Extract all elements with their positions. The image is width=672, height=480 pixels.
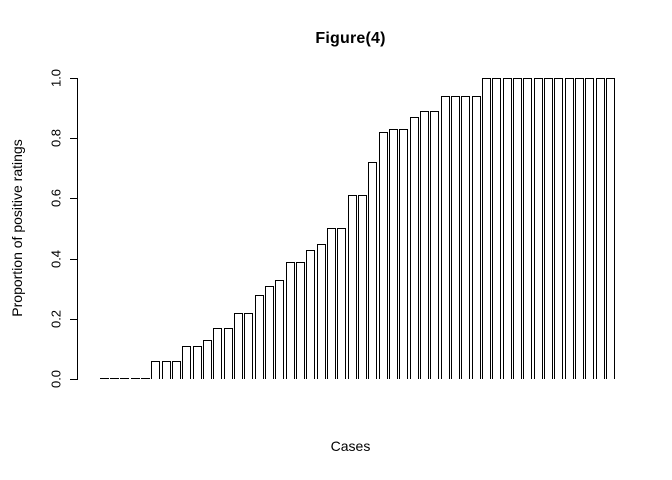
bar [410,117,419,379]
bar [151,361,160,379]
bar [275,280,284,379]
bar [554,78,563,379]
y-axis-line [77,78,78,380]
bar [379,132,388,379]
y-tick-label: 1.0 [48,68,64,88]
bar [358,195,367,379]
bar [193,346,202,379]
bar-zero-height [131,378,140,379]
bar [389,129,398,379]
y-tick-label: 0.8 [48,128,64,148]
bar [399,129,408,379]
bar [606,78,615,379]
bar [182,346,191,379]
bar [348,195,357,379]
bar [472,96,481,379]
bar [172,361,181,379]
bar [544,78,553,379]
bar [596,78,605,379]
bar [203,340,212,379]
bar [441,96,450,379]
bar-zero-height [141,378,150,379]
y-tick-label: 0.4 [48,249,64,269]
y-axis-label: Proportion of positive ratings [9,139,25,317]
bar [575,78,584,379]
bar [451,96,460,379]
bar [213,328,222,379]
bar [534,78,543,379]
bar [461,96,470,379]
bar [244,313,253,379]
bar [482,78,491,379]
bar [306,250,315,379]
bar-zero-height [110,378,119,379]
bar [492,78,501,379]
bar [513,78,522,379]
bar-zero-height [120,378,129,379]
y-tick-mark [70,319,77,320]
bar [368,162,377,379]
y-tick-label: 0.2 [48,309,64,329]
bar [503,78,512,379]
bar [255,295,264,379]
bar [523,78,532,379]
bar [420,111,429,379]
y-tick-mark [70,259,77,260]
bar [234,313,243,379]
y-tick-mark [70,78,77,79]
bar [265,286,274,379]
bar [565,78,574,379]
bar [585,78,594,379]
y-tick-mark [70,198,77,199]
bar-zero-height [100,378,109,379]
bar [162,361,171,379]
bar [317,244,326,379]
bar [430,111,439,379]
y-tick-label: 0.6 [48,188,64,208]
bar [296,262,305,379]
bar [224,328,233,379]
bar [327,228,336,379]
y-tick-mark [70,379,77,380]
x-axis-label: Cases [330,438,371,454]
chart-title: Figure(4) [315,30,386,47]
bar [337,228,346,379]
y-tick-label: 0.0 [48,369,64,389]
bar [286,262,295,379]
y-tick-mark [70,138,77,139]
